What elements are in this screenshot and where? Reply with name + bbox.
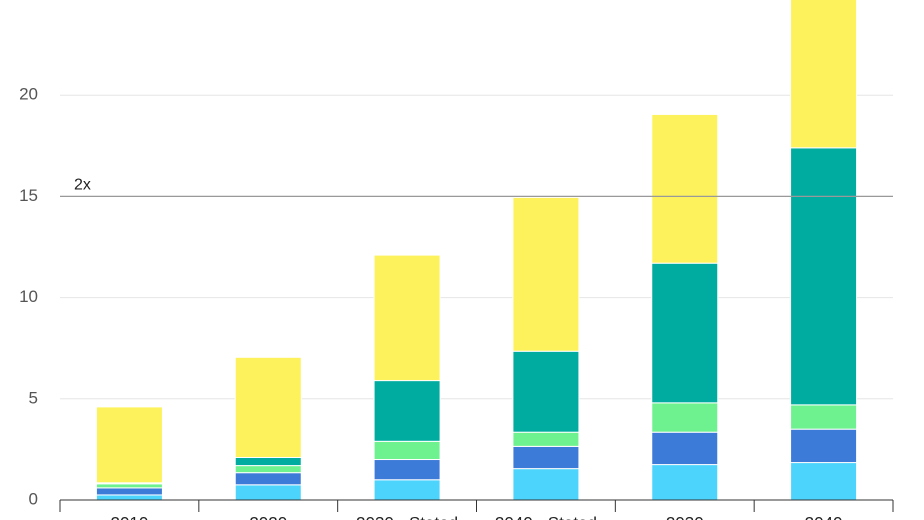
bar-segment (651, 464, 719, 501)
bar-segment (234, 456, 302, 467)
bar-segment (651, 431, 719, 466)
bar-segment (95, 487, 163, 496)
bar-segment (234, 356, 302, 458)
bar-segment (512, 350, 580, 433)
y-tick-label: 20 (19, 85, 38, 104)
bar-segment (512, 196, 580, 352)
bar-segment (790, 428, 858, 464)
bar-segment (512, 468, 580, 501)
y-tick-label: 5 (29, 388, 38, 407)
y-tick-label: 10 (19, 287, 38, 306)
bar-segment (95, 494, 163, 501)
reference-label: 2x (74, 177, 91, 194)
x-tick-label: 2030 (666, 513, 704, 520)
bar-segment (651, 113, 719, 264)
bar-segment (790, 404, 858, 430)
bar-segment (790, 462, 858, 501)
bar-segment (790, 147, 858, 406)
bar-segment (512, 445, 580, 470)
bar-segment (234, 472, 302, 486)
y-tick-label: 15 (19, 186, 38, 205)
bar-segment (234, 484, 302, 501)
bar-segment (95, 406, 163, 484)
bar-segment (373, 459, 441, 481)
bar-segment (790, 0, 858, 149)
x-tick-label: 2010 (111, 513, 149, 520)
y-tick-label: 25 (19, 0, 38, 2)
bar-segment (512, 431, 580, 447)
x-tick-label: 2030 - Stated (356, 513, 458, 520)
bar-segment (373, 380, 441, 442)
bar-segment (651, 402, 719, 433)
bar-segment (373, 440, 441, 461)
bar-segment (95, 483, 163, 489)
bar-segment (373, 254, 441, 382)
bar-segment (651, 262, 719, 404)
bar-segment (234, 465, 302, 474)
x-tick-label: 2020 (249, 513, 287, 520)
y-tick-label: 0 (29, 489, 38, 508)
x-tick-label: 2040 - Stated (495, 513, 597, 520)
bar-segment (373, 479, 441, 501)
x-tick-label: 2040 (805, 513, 843, 520)
